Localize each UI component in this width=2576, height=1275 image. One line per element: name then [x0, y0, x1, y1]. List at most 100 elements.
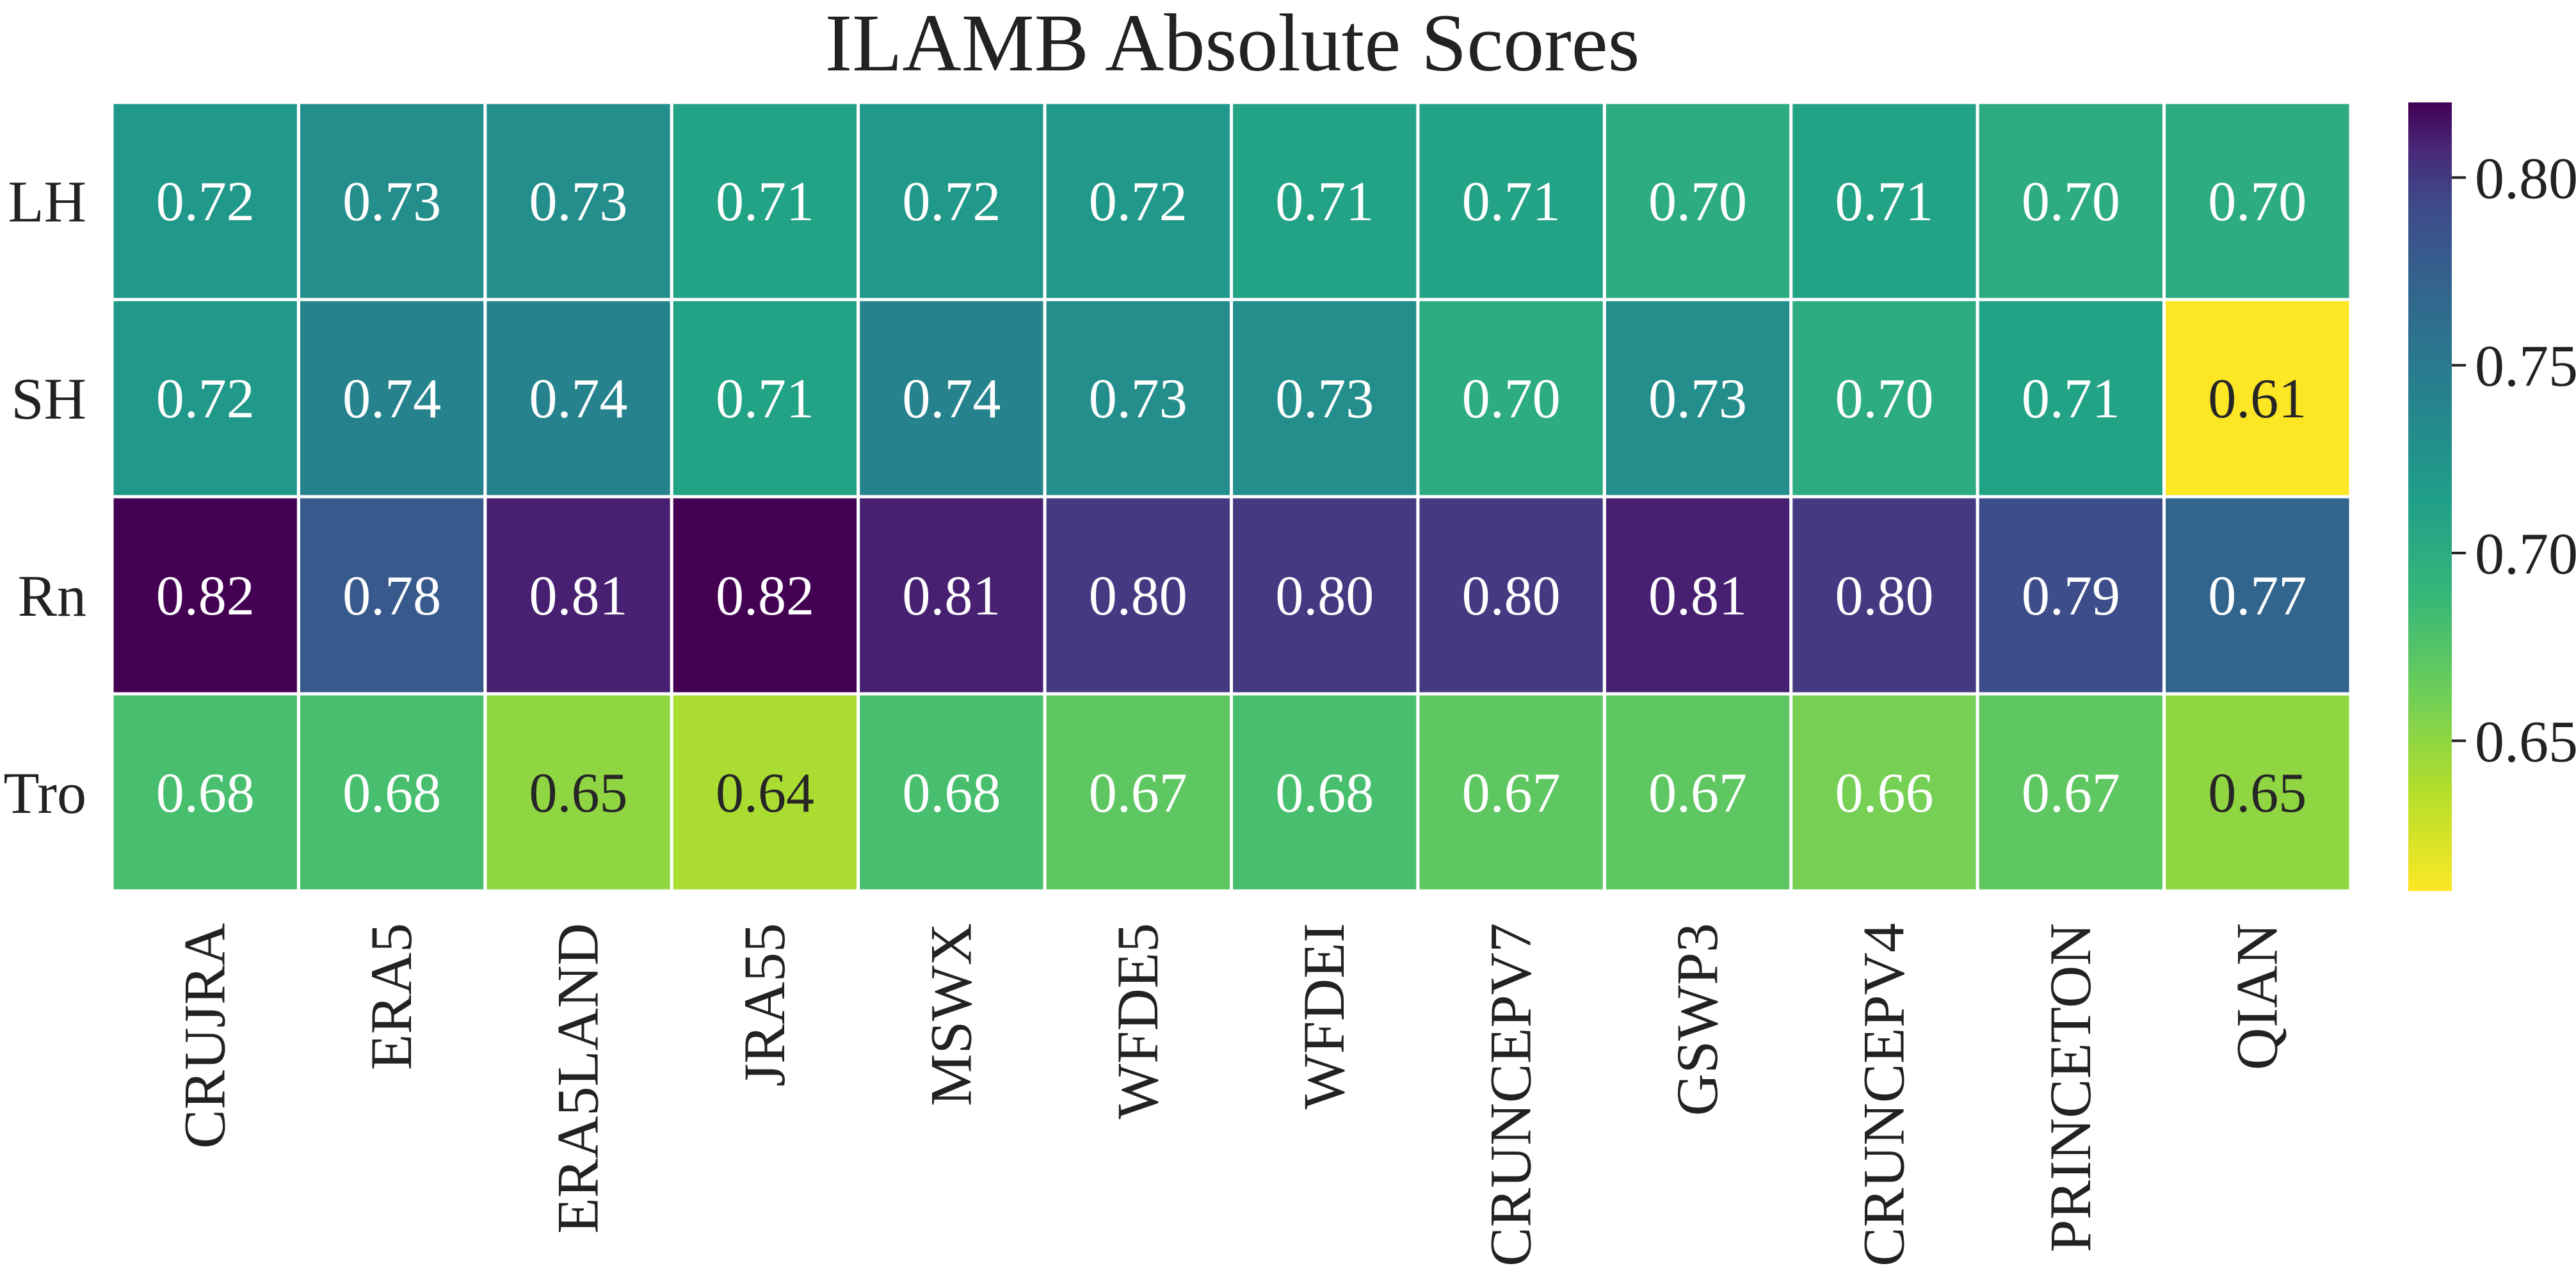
cell-value-label: 0.73 [529, 171, 628, 233]
x-tick-label: PRINCETON [2038, 923, 2103, 1253]
cell-value-label: 0.70 [2208, 171, 2306, 233]
y-tick-label: LH [8, 169, 86, 234]
heatmap-cell [857, 692, 1047, 893]
cell-value-label: 0.67 [1089, 762, 1187, 824]
heatmap-cell [110, 495, 300, 696]
cell-value-label: 0.72 [1089, 171, 1187, 233]
cell-value-label: 0.68 [1275, 762, 1374, 824]
colorbar-tick-label: 0.80 [2475, 145, 2576, 211]
cell-value-label: 0.82 [716, 565, 814, 627]
cell-value-label: 0.71 [1275, 171, 1374, 233]
x-tick-label: CRUNCEPV4 [1851, 923, 1916, 1267]
heatmap-cell [1230, 692, 1420, 893]
cell-value-label: 0.73 [342, 171, 441, 233]
heatmap-cells [110, 100, 2353, 893]
heatmap-cell [1602, 692, 1793, 893]
cell-value-label: 0.66 [1835, 762, 1933, 824]
heatmap-cell [483, 692, 673, 893]
heatmap-cell [670, 495, 860, 696]
heatmap-cell [296, 298, 487, 499]
cell-value-label: 0.81 [1648, 565, 1747, 627]
cell-value-label: 0.71 [2022, 368, 2120, 430]
x-tick-label: CRUNCEPV7 [1478, 923, 1543, 1267]
cell-value-label: 0.71 [716, 171, 814, 233]
y-tick-label: SH [11, 366, 86, 431]
cell-value-label: 0.67 [2022, 762, 2120, 824]
cell-value-label: 0.72 [156, 368, 255, 430]
cell-value-label: 0.79 [2022, 565, 2120, 627]
x-tick-label: QIAN [2224, 923, 2289, 1070]
cell-value-label: 0.67 [1648, 762, 1747, 824]
heatmap-cell [483, 495, 673, 696]
cell-value-label: 0.81 [529, 565, 628, 627]
x-tick-label: MSWX [918, 923, 983, 1106]
cell-value-label: 0.65 [529, 762, 628, 824]
heatmap-cell [2162, 298, 2353, 499]
heatmap-cell [1789, 692, 1979, 893]
heatmap-cell [296, 692, 487, 893]
heatmap-cell [110, 692, 300, 893]
heatmap-cell [857, 495, 1047, 696]
heatmap-cell [1230, 298, 1420, 499]
cell-value-label: 0.73 [1648, 368, 1747, 430]
cell-value-label: 0.71 [1462, 171, 1561, 233]
heatmap-cell [1230, 495, 1420, 696]
heatmap-cell [1043, 100, 1234, 301]
x-tick-label: JRA55 [732, 923, 797, 1087]
cell-value-label: 0.73 [1275, 368, 1374, 430]
cell-value-label: 0.74 [529, 368, 628, 430]
colorbar: 0.65 0.70 0.75 0.80 [2408, 102, 2576, 891]
cell-value-label: 0.70 [2022, 171, 2120, 233]
cell-value-label: 0.71 [716, 368, 814, 430]
cell-value-label: 0.74 [902, 368, 1001, 430]
cell-value-label: 0.72 [156, 171, 255, 233]
cell-value-label: 0.68 [156, 762, 255, 824]
cell-value-label: 0.68 [902, 762, 1001, 824]
cell-value-label: 0.80 [1835, 565, 1933, 627]
cell-value-label: 0.68 [342, 762, 441, 824]
heatmap-cell [1789, 100, 1979, 301]
cell-value-labels: 0.72 0.73 0.73 0.71 0.72 0.72 0.71 0.71 0.70 0.71… [156, 171, 2307, 824]
cell-value-label: 0.72 [902, 171, 1001, 233]
cell-value-label: 0.78 [342, 565, 441, 627]
cell-value-label: 0.82 [156, 565, 255, 627]
heatmap-cell [2162, 100, 2353, 301]
chart-title: ILAMB Absolute Scores [825, 0, 1640, 88]
colorbar-tick-label: 0.65 [2475, 709, 2576, 774]
colorbar-tick-label: 0.70 [2475, 521, 2576, 586]
heatmap-cell [1416, 298, 1606, 499]
cell-value-label: 0.64 [716, 762, 814, 824]
y-tick-label: Rn [18, 563, 86, 629]
x-axis-tick-labels: CRUJRA ERA5 ERA5LAND JRA55 MSWX WFDE5 WFDEI CRU… [172, 923, 2290, 1267]
cell-value-label: 0.67 [1462, 762, 1561, 824]
colorbar-tick-label: 0.75 [2475, 333, 2576, 399]
cell-value-label: 0.80 [1089, 565, 1187, 627]
cell-value-label: 0.65 [2208, 762, 2306, 824]
heatmap-cell [1602, 298, 1793, 499]
cell-value-label: 0.81 [902, 565, 1001, 627]
cell-value-label: 0.80 [1275, 565, 1374, 627]
colorbar-gradient [2408, 102, 2452, 891]
heatmap-cell [1043, 692, 1234, 893]
heatmap-cell [1976, 298, 2166, 499]
heatmap-cell [1416, 100, 1606, 301]
heatmap-cell [2162, 692, 2353, 893]
heatmap-cell [1789, 298, 1979, 499]
heatmap-cell [857, 298, 1047, 499]
heatmap-cell [110, 100, 300, 301]
x-tick-label: WFDE5 [1105, 923, 1170, 1119]
cell-value-label: 0.77 [2208, 565, 2306, 627]
x-tick-label: WFDEI [1291, 923, 1356, 1109]
heatmap-cell [1976, 692, 2166, 893]
heatmap-cell [2162, 495, 2353, 696]
y-tick-label: Tro [3, 760, 86, 826]
heatmap-cell [670, 298, 860, 499]
cell-value-label: 0.70 [1462, 368, 1561, 430]
heatmap-cell [670, 692, 860, 893]
heatmap-cell [1043, 298, 1234, 499]
cell-value-label: 0.70 [1835, 368, 1933, 430]
x-tick-label: GSWP3 [1664, 923, 1730, 1116]
cell-value-label: 0.61 [2208, 368, 2306, 430]
